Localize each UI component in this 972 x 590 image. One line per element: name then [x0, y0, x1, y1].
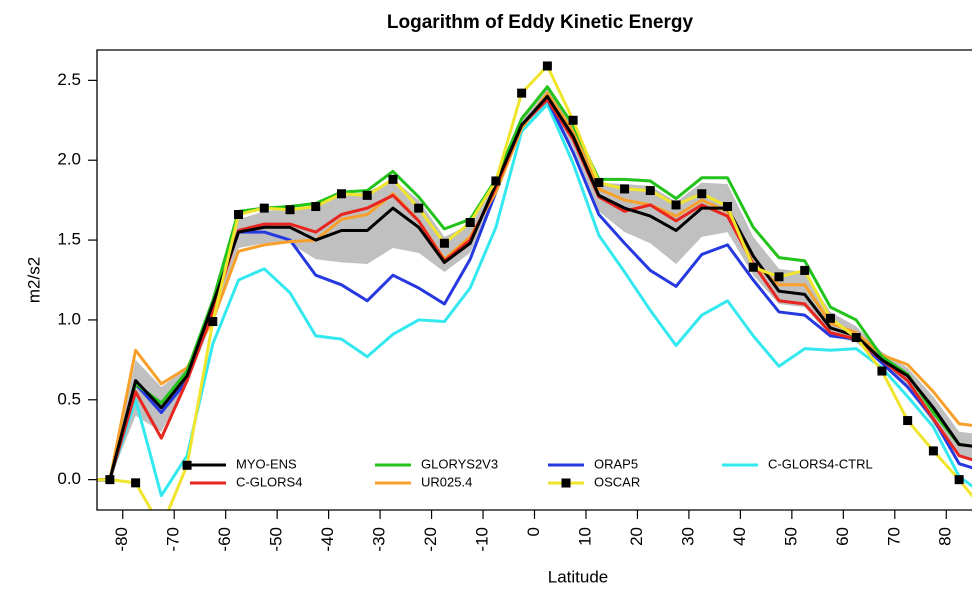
- series-marker: [388, 174, 398, 184]
- legend-label: UR025.4: [421, 474, 472, 489]
- legend-label: ORAP5: [594, 456, 638, 471]
- series-marker: [362, 190, 372, 200]
- series-marker: [568, 115, 578, 125]
- y-axis-label: m2/s2: [24, 257, 43, 303]
- series-marker: [697, 189, 707, 199]
- series-marker: [259, 203, 269, 213]
- y-tick-label: 0.5: [57, 389, 81, 408]
- x-tick-label: -20: [421, 527, 440, 552]
- y-tick-label: 0.0: [57, 469, 81, 488]
- series-marker: [234, 210, 244, 220]
- x-tick-label: -10: [473, 527, 492, 552]
- x-tick-label: -30: [370, 527, 389, 552]
- legend: MYO-ENS C-GLORS4 GLORYS2V3 UR025.4 ORAP5 OSCA…: [190, 456, 873, 489]
- x-axis-label: Latitude: [548, 567, 609, 586]
- x-tick-label: -40: [318, 527, 337, 552]
- x-tick-label: 0: [524, 527, 543, 536]
- series-marker: [285, 205, 295, 215]
- x-tick-label: 70: [884, 527, 903, 546]
- series-line: [97, 102, 972, 498]
- series-line: [97, 94, 972, 482]
- series-marker: [825, 313, 835, 323]
- y-tick-label: 2.0: [57, 150, 81, 169]
- series-marker: [928, 446, 938, 456]
- x-tick-label: 20: [627, 527, 646, 546]
- y-tick-label: 2.5: [57, 70, 81, 89]
- series-marker: [748, 262, 758, 272]
- series-marker: [208, 317, 218, 327]
- legend-label: C-GLORS4-CTRL: [768, 456, 873, 471]
- series-marker: [800, 265, 810, 275]
- series-marker: [542, 61, 552, 71]
- legend-label: GLORYS2V3: [421, 456, 498, 471]
- series-marker: [954, 475, 964, 485]
- chart-title: Logarithm of Eddy Kinetic Energy: [387, 12, 694, 33]
- series-marker: [439, 238, 449, 248]
- series-marker: [723, 202, 733, 212]
- series-marker: [877, 366, 887, 376]
- series-marker: [594, 178, 604, 188]
- series-marker: [336, 189, 346, 199]
- legend-label: MYO-ENS: [236, 456, 297, 471]
- plot-area: [97, 61, 972, 510]
- x-tick-label: 10: [575, 527, 594, 546]
- legend-label: OSCAR: [594, 474, 640, 489]
- legend-marker: [561, 478, 571, 488]
- series-marker: [645, 186, 655, 196]
- series-marker: [774, 272, 784, 282]
- axes: 0.0 0.5 1.0 1.5 2.0 2.5 -80 -70 -60 -50 -40 -30 -20 -…: [57, 49, 972, 552]
- y-tick-label: 1.5: [57, 230, 81, 249]
- series-marker: [491, 176, 501, 186]
- series-line: [97, 85, 972, 482]
- x-tick-label: -60: [215, 527, 234, 552]
- series-marker: [465, 218, 475, 227]
- x-tick-label: -80: [112, 527, 131, 552]
- x-tick-label: 80: [936, 527, 955, 546]
- y-tick-label: 1.0: [57, 309, 81, 328]
- x-tick-label: 50: [781, 527, 800, 546]
- series-marker: [620, 184, 630, 194]
- series-marker: [671, 200, 681, 210]
- series-marker: [182, 460, 192, 470]
- series-marker: [311, 202, 321, 212]
- x-tick-label: 40: [730, 527, 749, 546]
- x-tick-label: 30: [678, 527, 697, 546]
- series-marker: [851, 333, 861, 342]
- x-tick-label: 60: [833, 527, 852, 546]
- legend-label: C-GLORS4: [236, 474, 302, 489]
- x-tick-label: -70: [164, 527, 183, 552]
- series-marker: [131, 478, 141, 488]
- x-tick-label: -50: [267, 527, 286, 552]
- series-marker: [517, 88, 527, 98]
- series-marker: [903, 416, 913, 426]
- series-marker: [105, 475, 115, 485]
- series-marker: [414, 203, 424, 213]
